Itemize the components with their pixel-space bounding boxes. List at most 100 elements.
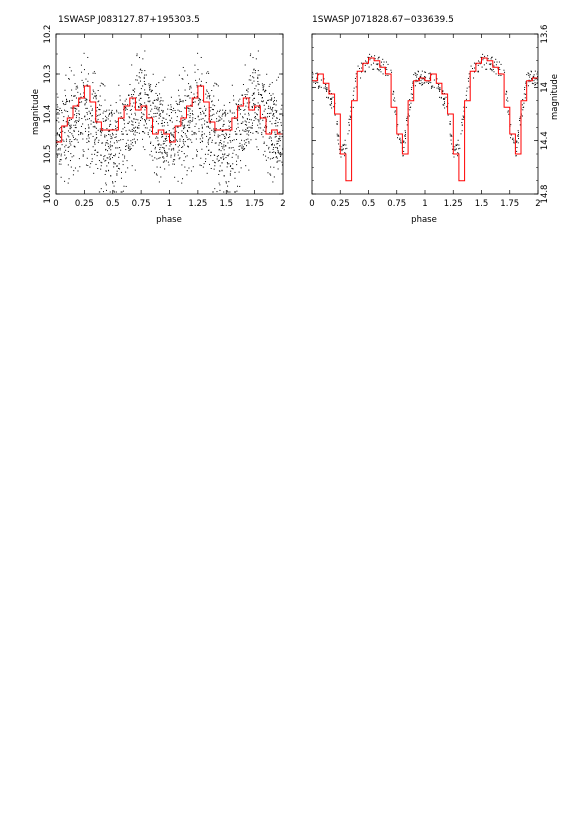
data-point bbox=[124, 155, 126, 157]
data-point bbox=[158, 117, 160, 119]
data-point bbox=[393, 97, 395, 99]
data-point bbox=[212, 104, 214, 106]
data-point bbox=[331, 98, 333, 100]
data-point bbox=[246, 145, 248, 147]
data-point bbox=[74, 107, 76, 109]
data-point bbox=[354, 77, 356, 79]
data-point bbox=[87, 148, 89, 150]
data-point bbox=[97, 129, 99, 131]
data-point bbox=[323, 78, 325, 80]
data-point bbox=[461, 122, 463, 124]
data-point bbox=[412, 93, 414, 95]
data-point bbox=[505, 90, 507, 92]
data-point bbox=[506, 91, 508, 93]
data-point bbox=[242, 117, 244, 119]
data-point bbox=[246, 124, 248, 126]
data-point bbox=[225, 182, 227, 184]
data-point bbox=[166, 140, 168, 142]
data-point bbox=[269, 106, 271, 108]
data-point bbox=[211, 141, 213, 143]
data-point bbox=[433, 79, 435, 81]
data-point bbox=[208, 92, 210, 94]
data-point bbox=[213, 131, 215, 133]
data-point bbox=[382, 64, 384, 66]
data-point bbox=[248, 134, 250, 136]
data-point bbox=[188, 127, 190, 129]
data-point bbox=[75, 97, 77, 99]
data-point bbox=[383, 61, 385, 63]
data-point bbox=[96, 151, 98, 153]
data-point bbox=[199, 112, 201, 114]
data-point bbox=[219, 117, 221, 119]
data-point bbox=[265, 101, 267, 103]
data-point bbox=[172, 135, 174, 137]
data-point bbox=[440, 96, 442, 98]
data-point bbox=[263, 110, 265, 112]
data-point bbox=[443, 102, 445, 104]
data-point bbox=[135, 130, 137, 132]
data-point bbox=[346, 147, 348, 149]
data-point bbox=[134, 142, 136, 144]
data-point bbox=[190, 170, 192, 172]
data-point bbox=[277, 121, 279, 123]
data-point bbox=[320, 86, 322, 88]
data-point bbox=[183, 127, 185, 129]
data-point bbox=[191, 120, 193, 122]
data-point bbox=[100, 105, 102, 107]
data-point bbox=[113, 162, 115, 164]
data-point bbox=[124, 126, 126, 128]
data-point bbox=[122, 164, 124, 166]
data-point bbox=[342, 144, 344, 146]
data-point bbox=[120, 191, 122, 193]
data-point bbox=[202, 137, 204, 139]
data-point bbox=[182, 140, 184, 142]
data-point bbox=[266, 119, 268, 121]
data-point bbox=[473, 77, 475, 79]
data-point bbox=[98, 108, 100, 110]
data-point bbox=[378, 69, 380, 71]
data-point bbox=[232, 152, 234, 154]
data-point bbox=[57, 148, 59, 150]
data-point bbox=[187, 145, 189, 147]
data-point bbox=[96, 120, 98, 122]
data-point bbox=[116, 140, 118, 142]
data-point bbox=[184, 124, 186, 126]
data-point bbox=[421, 82, 423, 84]
data-point bbox=[152, 159, 154, 161]
data-point bbox=[266, 73, 268, 75]
data-point bbox=[249, 75, 251, 77]
data-point bbox=[171, 109, 173, 111]
data-point bbox=[457, 152, 459, 154]
data-point bbox=[276, 156, 278, 158]
data-point bbox=[138, 132, 140, 134]
data-point bbox=[258, 119, 260, 121]
data-point bbox=[88, 127, 90, 129]
data-point bbox=[223, 146, 225, 148]
data-point bbox=[105, 148, 107, 150]
data-point bbox=[371, 55, 373, 57]
data-point bbox=[270, 99, 272, 101]
data-point bbox=[204, 120, 206, 122]
data-point bbox=[221, 145, 223, 147]
data-point bbox=[100, 188, 102, 190]
data-point bbox=[92, 121, 94, 123]
data-point bbox=[215, 83, 217, 85]
data-point bbox=[207, 71, 209, 73]
data-point bbox=[65, 149, 67, 151]
data-point bbox=[84, 128, 86, 130]
data-point bbox=[186, 129, 188, 131]
data-point bbox=[404, 131, 406, 133]
data-point bbox=[59, 140, 61, 142]
data-point bbox=[73, 139, 75, 141]
data-point bbox=[357, 65, 359, 67]
data-point bbox=[131, 128, 133, 130]
data-point bbox=[152, 119, 154, 121]
data-point bbox=[96, 122, 98, 124]
x-tick-label: 1.5 bbox=[475, 199, 489, 209]
data-point bbox=[246, 130, 248, 132]
data-point bbox=[173, 147, 175, 149]
x-tick-label: 0.25 bbox=[75, 199, 94, 209]
data-point bbox=[245, 96, 247, 98]
data-point bbox=[80, 64, 82, 66]
x-tick-label: 0.5 bbox=[106, 199, 120, 209]
